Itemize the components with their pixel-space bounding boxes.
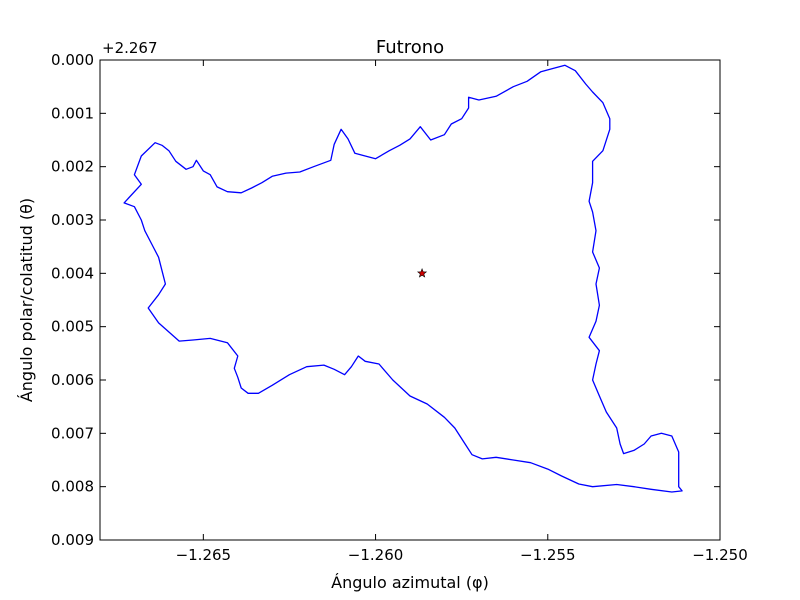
y-offset-label: +2.267: [102, 39, 158, 57]
y-tick-label: 0.004: [51, 264, 94, 282]
y-tick-label: 0.002: [51, 158, 94, 176]
x-axis-label: Ángulo azimutal (φ): [331, 573, 489, 592]
chart-title: Futrono: [376, 37, 444, 58]
x-tick-label: −1.265: [176, 546, 232, 564]
y-tick-label: 0.000: [51, 51, 94, 69]
plot-area: [100, 60, 720, 540]
y-axis-label: Ángulo polar/colatitud (θ): [17, 198, 36, 402]
y-tick-label: 0.003: [51, 211, 94, 229]
y-tick-label: 0.007: [51, 424, 94, 442]
y-tick-label: 0.001: [51, 104, 94, 122]
x-tick-label: −1.250: [692, 546, 748, 564]
tick-layer: −1.265 −1.260 −1.255 −1.250 0.000 0.001 0.002 0…: [51, 51, 748, 564]
data-layer: [123, 64, 683, 493]
y-tick-label: 0.006: [51, 371, 94, 389]
y-tick-label: 0.009: [51, 531, 94, 549]
centroid-star-marker: [416, 267, 428, 278]
boundary-line: [123, 64, 683, 493]
plot-frame: [99, 59, 721, 541]
y-tick-label: 0.005: [51, 318, 94, 336]
y-tick-label: 0.008: [51, 478, 94, 496]
x-tick-label: −1.255: [520, 546, 576, 564]
x-tick-label: −1.260: [348, 546, 404, 564]
